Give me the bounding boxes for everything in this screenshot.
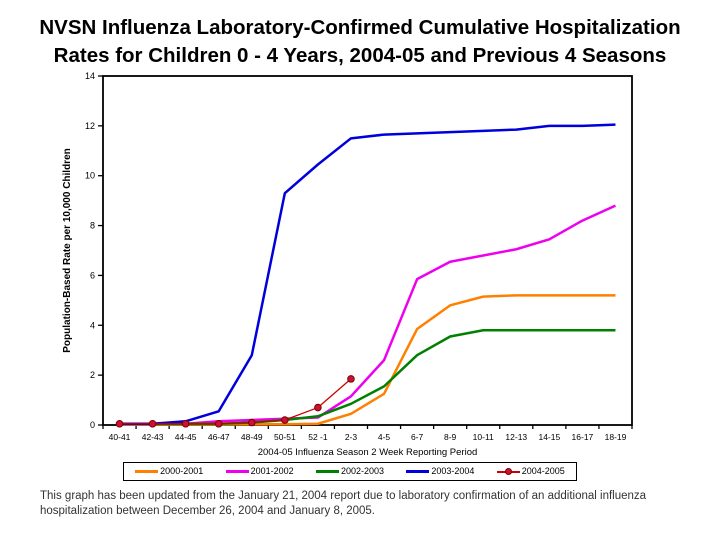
x-axis-tick-label: 2-3 [345,432,358,442]
x-axis-tick-label: 16-17 [572,432,594,442]
y-axis-title: Population-Based Rate per 10,000 Childre… [62,148,73,353]
x-axis-tick-label: 8-9 [444,432,457,442]
series-marker-2004-2005 [214,419,223,428]
legend-label: 2001-2002 [250,466,294,476]
y-axis-tick-label: 6 [90,270,95,280]
legend-item-2003-2004: 2003-2004 [406,467,474,476]
x-axis-tick-label: 48-49 [241,432,263,442]
x-axis-tick-label: 50-51 [274,432,296,442]
legend-item-2002-2003: 2002-2003 [315,466,384,476]
chart-title: NVSN Influenza Laboratory-Confirmed Cumu… [0,14,720,70]
plot-border [102,75,633,426]
legend-label: 2000-2001 [160,466,204,476]
series-marker-2004-2005 [281,416,289,424]
x-axis-title: 2004-05 Influenza Season 2 Week Reportin… [258,447,478,458]
legend-line-swatch [135,470,159,473]
series-marker-2004-2005 [314,403,322,412]
legend-line-swatch [406,470,430,473]
legend-label: 2004-2005 [521,466,565,476]
x-axis-tick-label: 4-5 [378,432,391,442]
x-axis-tick-label: 6-7 [411,432,424,442]
x-axis-tick-label: 42-43 [142,432,164,442]
series-marker-2004-2005 [347,375,355,383]
legend-marker-dot-icon [504,468,512,475]
legend-item-2001-2002: 2001-2002 [225,466,294,476]
legend-item-2004-2005: 2004-2005 [496,466,565,476]
chart-title-line-2: Rates for Children 0 - 4 Years, 2004-05 … [53,44,667,67]
x-axis-tick-label: 44-45 [175,432,197,442]
series-line-2001-2002 [119,204,616,426]
y-axis-tick-label: 12 [85,121,95,131]
legend-label: 2002-2003 [340,466,384,476]
legend-line-swatch [496,468,520,475]
footnote-text: This graph has been updated from the Jan… [40,490,647,517]
series-marker-2004-2005 [148,419,157,428]
x-axis-tick-label: 46-47 [208,432,230,442]
chart-legend: 2000-2001 2001-2002 2002-2003 2003-2004 2004… [123,462,577,481]
series-line-2000-2001 [119,294,616,426]
chart-title-line-1: NVSN Influenza Laboratory-Confirmed Cumu… [39,16,681,39]
y-axis-tick-label: 8 [90,221,95,231]
legend-line-swatch [225,470,249,473]
legend-label: 2003-2004 [431,466,475,476]
y-axis-tick-label: 2 [90,370,95,380]
y-axis-tick-label: 0 [90,420,95,430]
x-axis-tick-label: 40-41 [109,432,131,442]
series-line-2004-2005 [119,378,352,425]
series-marker-2004-2005 [247,418,256,427]
x-axis-tick-label: 10-11 [473,432,494,442]
x-axis-tick-label: 12-13 [505,432,527,442]
y-axis-tick-label: 10 [85,171,95,181]
x-axis-tick-label: 14-15 [538,432,560,442]
legend-item-2000-2001: 2000-2001 [135,467,203,476]
legend-line-swatch [315,470,339,473]
series-marker-2004-2005 [181,419,190,428]
x-axis-tick-label: 18-19 [605,432,627,442]
series-line-2003-2004 [119,123,616,426]
series-marker-2004-2005 [115,419,124,428]
y-axis-tick-label: 4 [90,320,95,330]
x-axis-tick-label: 52 -1 [308,432,328,442]
y-axis-tick-label: 14 [85,71,95,81]
